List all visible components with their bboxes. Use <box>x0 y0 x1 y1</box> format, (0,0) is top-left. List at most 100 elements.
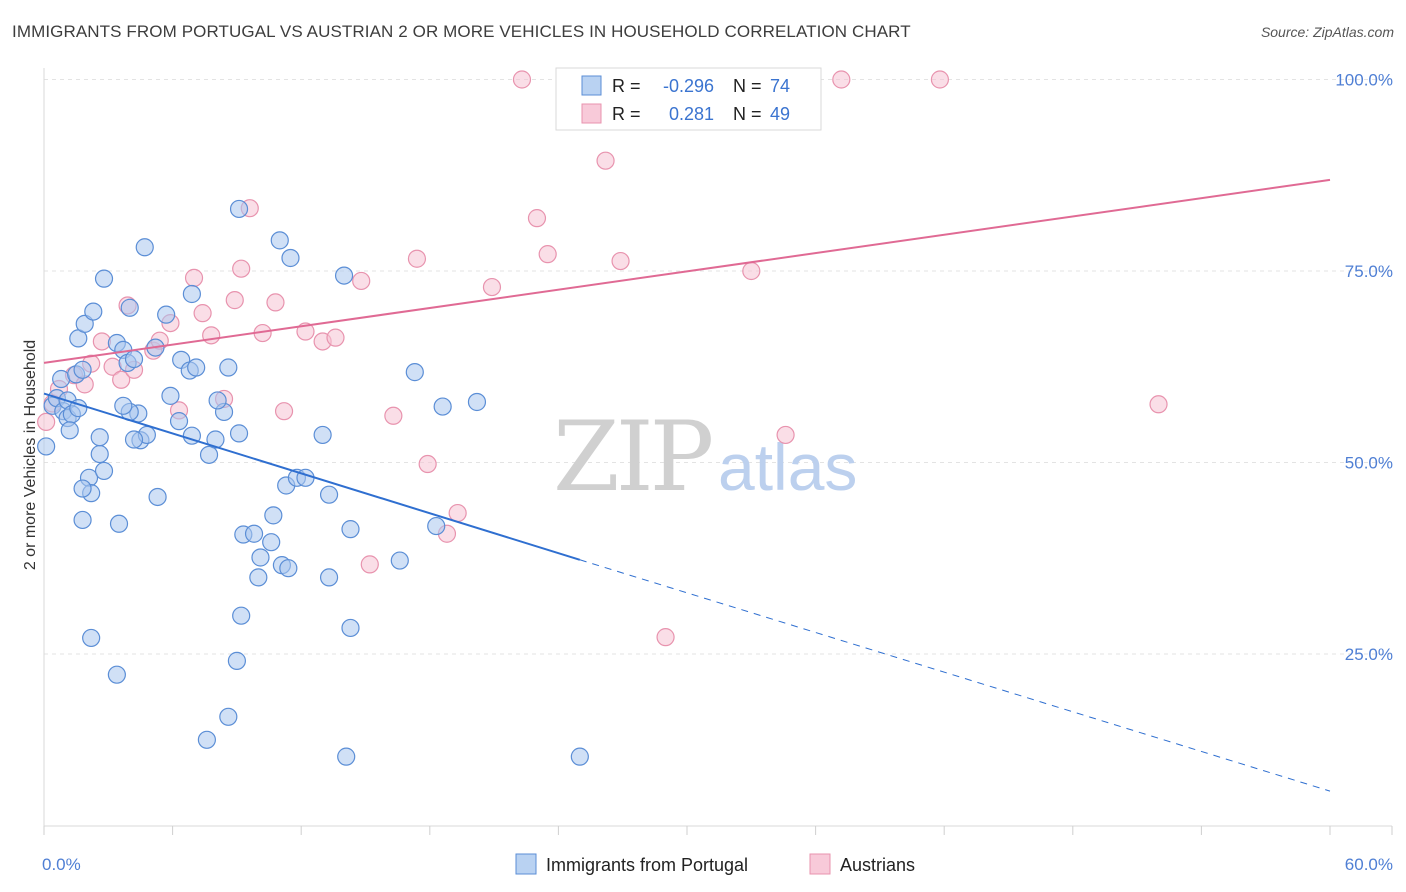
point-portugal <box>37 437 56 456</box>
point-austrians <box>512 70 532 89</box>
point-portugal <box>206 430 225 449</box>
point-portugal <box>187 358 206 377</box>
point-portugal <box>90 444 109 464</box>
point-austrians <box>326 328 345 347</box>
point-austrians <box>202 326 221 345</box>
point-portugal <box>208 391 227 410</box>
trend-line-portugal-extension <box>579 559 1331 792</box>
point-austrians <box>112 370 131 389</box>
chart-source: Source: ZipAtlas.com <box>1260 24 1394 40</box>
point-austrians <box>538 245 557 264</box>
point-portugal <box>341 520 360 539</box>
point-portugal <box>244 524 264 543</box>
point-austrians <box>232 259 251 278</box>
x-tick-label: 60.0% <box>1345 855 1393 874</box>
x-tick-labels: 0.0% 60.0% <box>42 855 1393 874</box>
point-portugal <box>94 461 114 481</box>
y-tick-label: 50.0% <box>1345 454 1393 473</box>
point-portugal <box>232 606 251 625</box>
point-portugal <box>73 479 92 498</box>
austrians-points <box>37 70 1168 647</box>
y-tick-labels: 25.0% 50.0% 75.0% 100.0% <box>1335 71 1393 665</box>
point-austrians <box>352 271 371 291</box>
point-portugal <box>120 298 139 317</box>
legend-r-value-1: -0.296 <box>663 76 714 96</box>
trend-lines <box>43 178 1331 792</box>
legend-r-value-2: 0.281 <box>669 104 714 124</box>
legend-n-label-2: N = <box>733 104 762 124</box>
point-austrians <box>274 402 294 421</box>
y-tick-label: 100.0% <box>1335 71 1393 90</box>
point-portugal <box>270 231 289 250</box>
point-portugal <box>114 396 133 415</box>
point-portugal <box>279 559 298 578</box>
trend-line-austrians <box>43 178 1331 364</box>
legend-n-value-1: 74 <box>770 76 790 96</box>
point-portugal <box>148 487 167 507</box>
point-portugal <box>427 516 446 536</box>
point-portugal <box>157 305 176 324</box>
point-austrians <box>596 151 615 170</box>
point-portugal <box>251 548 270 567</box>
point-portugal <box>124 349 144 369</box>
point-austrians <box>930 70 950 89</box>
point-austrians <box>832 70 851 89</box>
point-portugal <box>319 485 339 504</box>
point-portugal <box>313 425 332 445</box>
point-austrians <box>742 261 761 281</box>
bottom-legend: Immigrants from Portugal Austrians <box>515 853 915 875</box>
top-legend: R = -0.296 N = 74 R = 0.281 N = 49 <box>555 67 822 131</box>
point-austrians <box>266 293 285 312</box>
point-portugal <box>197 730 216 749</box>
point-portugal <box>60 421 79 440</box>
y-tick-label: 25.0% <box>1345 645 1393 664</box>
point-portugal <box>84 302 103 321</box>
point-austrians <box>384 406 403 425</box>
point-portugal <box>264 506 283 525</box>
trend-line-portugal <box>43 392 581 561</box>
point-portugal <box>281 248 300 268</box>
point-portugal <box>199 445 219 464</box>
point-portugal <box>73 510 92 530</box>
point-portugal <box>219 358 238 377</box>
point-portugal <box>124 430 144 449</box>
point-austrians <box>225 291 244 310</box>
point-austrians <box>184 268 204 287</box>
point-portugal <box>334 266 354 285</box>
portugal-points <box>37 199 589 766</box>
point-portugal <box>405 363 424 382</box>
point-austrians <box>92 332 111 351</box>
point-portugal <box>94 269 114 288</box>
point-portugal <box>570 747 589 766</box>
point-portugal <box>82 628 101 648</box>
legend-swatch-blue <box>581 75 602 96</box>
point-portugal <box>52 369 71 389</box>
point-portugal <box>219 707 238 726</box>
bottom-legend-swatch-pink <box>809 853 831 875</box>
point-austrians <box>482 277 502 297</box>
point-austrians <box>656 628 675 647</box>
point-portugal <box>161 386 180 405</box>
y-tick-label: 75.0% <box>1345 262 1393 281</box>
legend-r-label-2: R = <box>612 104 641 124</box>
bottom-legend-swatch-blue <box>515 853 537 875</box>
point-austrians <box>193 304 212 323</box>
point-portugal <box>227 651 246 670</box>
point-portugal <box>107 665 126 684</box>
point-portugal <box>341 618 360 638</box>
point-austrians <box>360 555 379 574</box>
point-portugal <box>182 284 201 304</box>
x-tick-label: 0.0% <box>42 855 81 874</box>
watermark: ZIP atlas <box>553 401 857 513</box>
point-austrians <box>611 251 630 271</box>
gridlines <box>44 79 1392 655</box>
point-portugal <box>337 747 356 766</box>
point-portugal <box>109 514 129 533</box>
chart-title: IMMIGRANTS FROM PORTUGAL VS AUSTRIAN 2 O… <box>12 22 911 41</box>
point-portugal <box>229 424 249 443</box>
point-portugal <box>319 568 339 587</box>
point-portugal <box>229 199 249 219</box>
watermark-zip: ZIP <box>553 401 712 513</box>
point-portugal <box>467 392 487 412</box>
